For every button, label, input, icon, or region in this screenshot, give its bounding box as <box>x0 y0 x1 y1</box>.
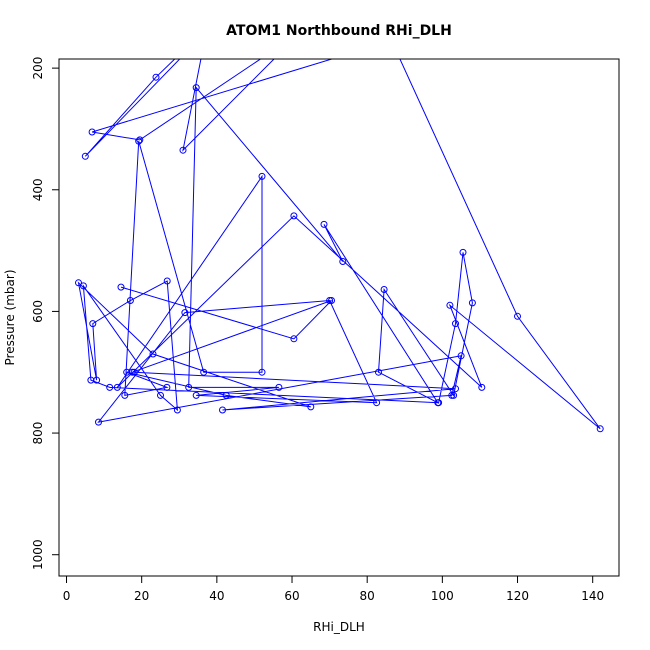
x-tick-label: 0 <box>63 589 71 603</box>
y-axis: 200 400 600 800 1000 <box>31 57 60 570</box>
x-tick-label: 80 <box>360 589 375 603</box>
data-point <box>126 297 134 304</box>
data-point <box>157 391 164 399</box>
data-point <box>163 383 171 391</box>
data-point <box>457 352 465 360</box>
data-point <box>163 277 171 285</box>
x-tick-label: 20 <box>134 589 149 603</box>
data-point <box>478 383 486 391</box>
chart-title: ATOM1 Northbound RHi_DLH <box>226 23 452 39</box>
data-point <box>596 425 604 433</box>
data-point <box>434 399 442 407</box>
x-tick-label: 140 <box>581 589 604 603</box>
data-point <box>206 23 212 29</box>
data-point <box>275 383 283 391</box>
data-point <box>200 368 208 376</box>
data-point <box>121 391 129 399</box>
data-point <box>113 383 121 391</box>
data-point <box>258 172 266 180</box>
data-point <box>380 286 388 293</box>
data-point <box>95 418 102 426</box>
data-point <box>88 128 96 136</box>
data-point <box>117 283 125 291</box>
data-point <box>290 335 298 343</box>
y-tick-label: 800 <box>31 422 45 445</box>
data-point <box>203 29 209 35</box>
data-point <box>106 383 114 391</box>
y-tick-label: 200 <box>31 57 45 80</box>
data-point <box>373 399 381 407</box>
data-point <box>135 137 143 145</box>
data-point <box>192 84 200 92</box>
x-tick-label: 60 <box>284 589 299 603</box>
data-point <box>185 383 193 391</box>
data-point <box>152 73 160 81</box>
data-point <box>459 248 467 256</box>
data-point <box>320 220 328 228</box>
data-point <box>452 320 459 328</box>
data-point <box>87 376 95 384</box>
data-point <box>219 406 226 414</box>
data-point <box>307 403 315 411</box>
data-point <box>81 152 89 160</box>
data-point <box>181 309 189 317</box>
y-tick-label: 1000 <box>31 539 45 570</box>
data-point <box>326 297 334 304</box>
data-point <box>192 391 200 399</box>
data-point <box>128 368 136 376</box>
data-point <box>468 299 476 307</box>
data-point <box>136 136 144 144</box>
plot-area <box>75 23 604 433</box>
data-point <box>448 391 456 399</box>
data-point <box>130 368 138 376</box>
x-tick-label: 40 <box>209 589 224 603</box>
x-axis: 0 20 40 60 80 100 120 140 <box>63 575 604 603</box>
points-layer <box>75 23 604 433</box>
data-point <box>452 385 459 393</box>
data-point <box>339 258 347 265</box>
data-point <box>222 391 230 399</box>
data-point <box>149 350 157 358</box>
x-tick-label: 100 <box>431 589 454 603</box>
data-point <box>179 146 187 154</box>
y-axis-label: Pressure (mbar) <box>3 269 17 365</box>
data-point <box>446 301 454 309</box>
data-point <box>375 368 382 376</box>
data-point <box>328 297 335 304</box>
data-point <box>75 279 82 287</box>
x-axis-label: RHi_DLH <box>313 620 365 634</box>
plot-frame <box>58 58 620 577</box>
y-tick-label: 400 <box>31 178 45 201</box>
series-line <box>77 59 601 430</box>
y-tick-label: 600 <box>31 300 45 323</box>
data-point <box>514 312 521 320</box>
data-point <box>258 368 266 376</box>
data-point <box>89 320 97 328</box>
series-layer <box>77 59 601 430</box>
data-point <box>290 212 298 220</box>
x-tick-label: 120 <box>506 589 529 603</box>
data-point <box>173 406 181 414</box>
data-point <box>79 282 87 290</box>
